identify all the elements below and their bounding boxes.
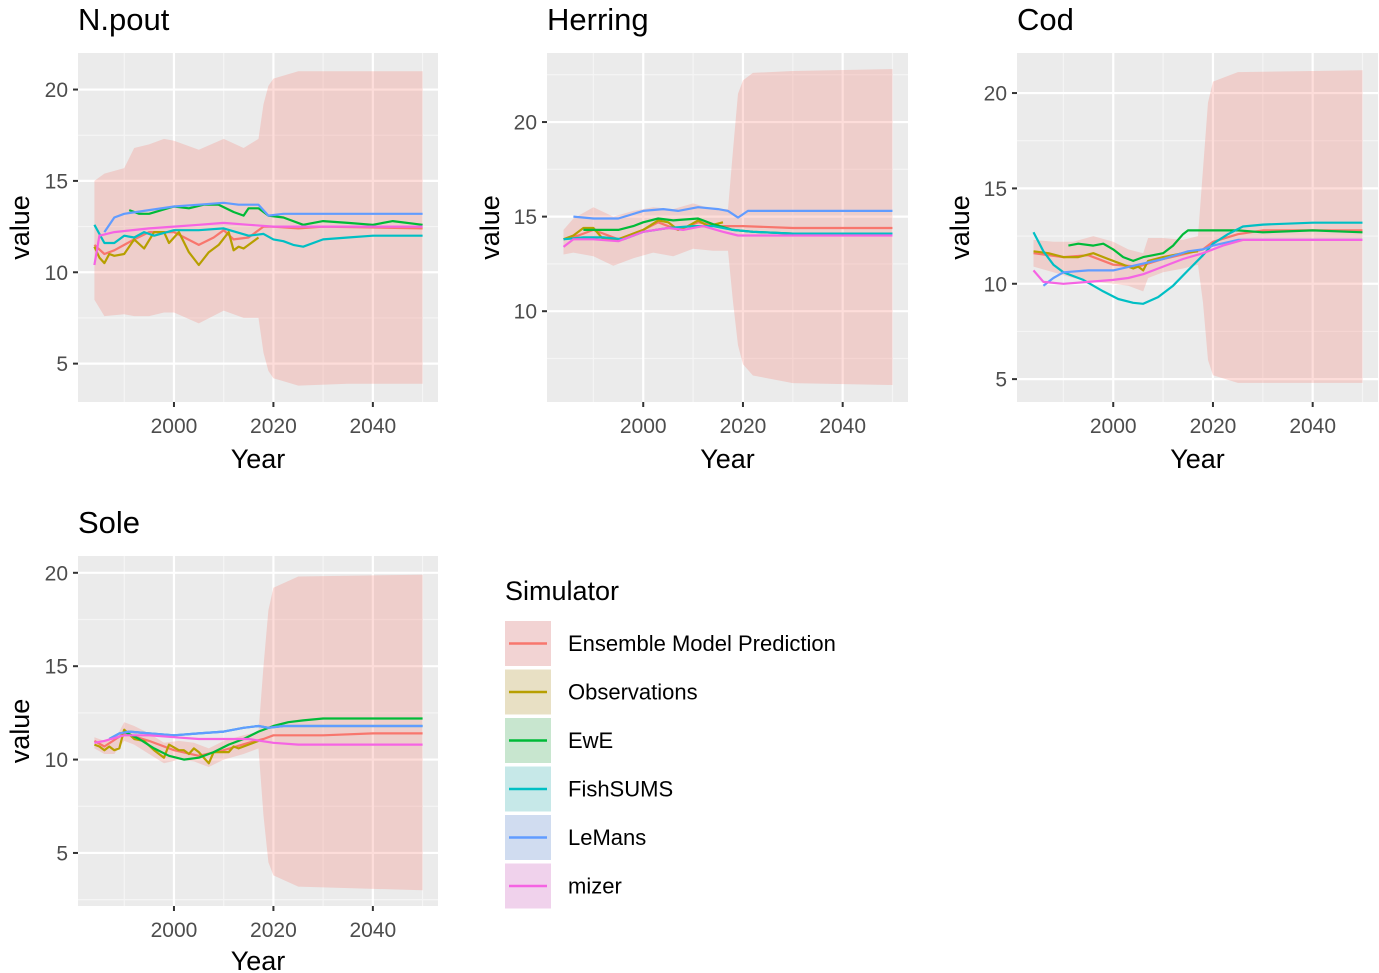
legend-item-lemans: LeMans	[505, 815, 646, 860]
x-axis-title: Year	[700, 444, 755, 474]
panel-cod: 5 10 15 20 2000 2020 2040 Cod Year value	[945, 2, 1378, 474]
series-line-lemans	[573, 206, 893, 220]
legend-item-observations: Observations	[505, 669, 698, 715]
series-line-fishsums	[563, 225, 893, 241]
series-line-mizer	[93, 221, 423, 266]
series-line-lemans	[108, 724, 423, 740]
x-axis-title: Year	[1170, 444, 1225, 474]
x-tick-label: 2020	[720, 415, 767, 438]
panel-title: Herring	[547, 2, 649, 37]
y-tick-label: 5	[995, 369, 1007, 392]
plot-background	[1017, 53, 1378, 402]
legend-item-mizer: mizer	[505, 863, 622, 909]
series-line-fishsums	[93, 224, 423, 248]
y-tick-label: 10	[984, 273, 1007, 296]
y-tick-label: 10	[514, 301, 537, 324]
legend: Simulator Ensemble Model Prediction Obser…	[505, 576, 836, 909]
x-tick-label: 2000	[1090, 415, 1137, 438]
series-line-ewe	[1068, 229, 1363, 262]
x-tick-label: 2000	[151, 919, 198, 942]
x-tick-label: 2000	[151, 415, 198, 438]
x-axis-title: Year	[231, 946, 286, 973]
series-line-lemans	[103, 201, 423, 233]
panel-sole: 5 10 15 20 2000 2020 2040 Sole Year value	[5, 505, 438, 973]
y-axis-title: value	[475, 195, 505, 260]
series-line-observations	[93, 231, 260, 267]
y-axis-title: value	[945, 195, 975, 260]
legend-label: EwE	[568, 728, 613, 753]
legend-label: Observations	[568, 680, 698, 705]
legend-label: Ensemble Model Prediction	[568, 631, 836, 656]
legend-label: FishSUMS	[568, 777, 673, 802]
series-line-ewe	[123, 717, 423, 761]
x-tick-label: 2020	[250, 415, 297, 438]
series-line-mizer	[562, 225, 893, 248]
x-tick-label: 2040	[350, 415, 397, 438]
legend-title: Simulator	[505, 576, 619, 606]
x-tick-label: 2040	[1289, 415, 1336, 438]
y-tick-label: 20	[45, 562, 68, 585]
x-tick-label: 2040	[350, 919, 397, 942]
y-tick-label: 15	[514, 206, 537, 229]
y-tick-label: 20	[45, 79, 68, 102]
x-tick-label: 2000	[620, 415, 667, 438]
y-tick-label: 20	[984, 83, 1007, 106]
series-line-observations	[563, 219, 724, 241]
y-tick-label: 5	[56, 353, 68, 376]
y-axis-title: value	[5, 195, 35, 260]
x-axis-title: Year	[231, 444, 286, 474]
y-tick-label: 15	[45, 656, 68, 679]
ensemble-ribbon	[1033, 70, 1363, 383]
y-tick-label: 10	[45, 749, 68, 772]
y-tick-label: 10	[45, 262, 68, 285]
panel-npout: 5 10 15 20 2000 2020 2040 N.pout Year value	[5, 2, 438, 474]
ensemble-ribbon	[94, 71, 423, 386]
panel-title: N.pout	[78, 2, 170, 37]
x-tick-label: 2040	[819, 415, 866, 438]
legend-item-ewe: EwE	[505, 718, 613, 763]
y-tick-label: 5	[56, 842, 68, 865]
panel-title: Cod	[1017, 2, 1074, 37]
x-tick-label: 2020	[250, 919, 297, 942]
panel-herring: 10 15 20 2000 2020 2040 Herring Year value	[475, 2, 908, 474]
legend-item-ensemble-model-prediction: Ensemble Model Prediction	[505, 621, 836, 666]
y-tick-label: 20	[514, 112, 537, 135]
y-tick-label: 15	[984, 178, 1007, 201]
y-tick-label: 15	[45, 170, 68, 193]
legend-label: LeMans	[568, 825, 646, 850]
panel-title: Sole	[78, 505, 140, 540]
x-tick-label: 2020	[1190, 415, 1237, 438]
y-axis-title: value	[5, 699, 35, 764]
series-line-observations	[94, 728, 259, 765]
series-line-mizer	[1032, 238, 1363, 285]
legend-label: mizer	[568, 874, 622, 899]
legend-item-fishsums: FishSUMS	[505, 766, 673, 812]
series-line-lemans	[1042, 238, 1363, 287]
series-line-mizer	[94, 734, 423, 746]
